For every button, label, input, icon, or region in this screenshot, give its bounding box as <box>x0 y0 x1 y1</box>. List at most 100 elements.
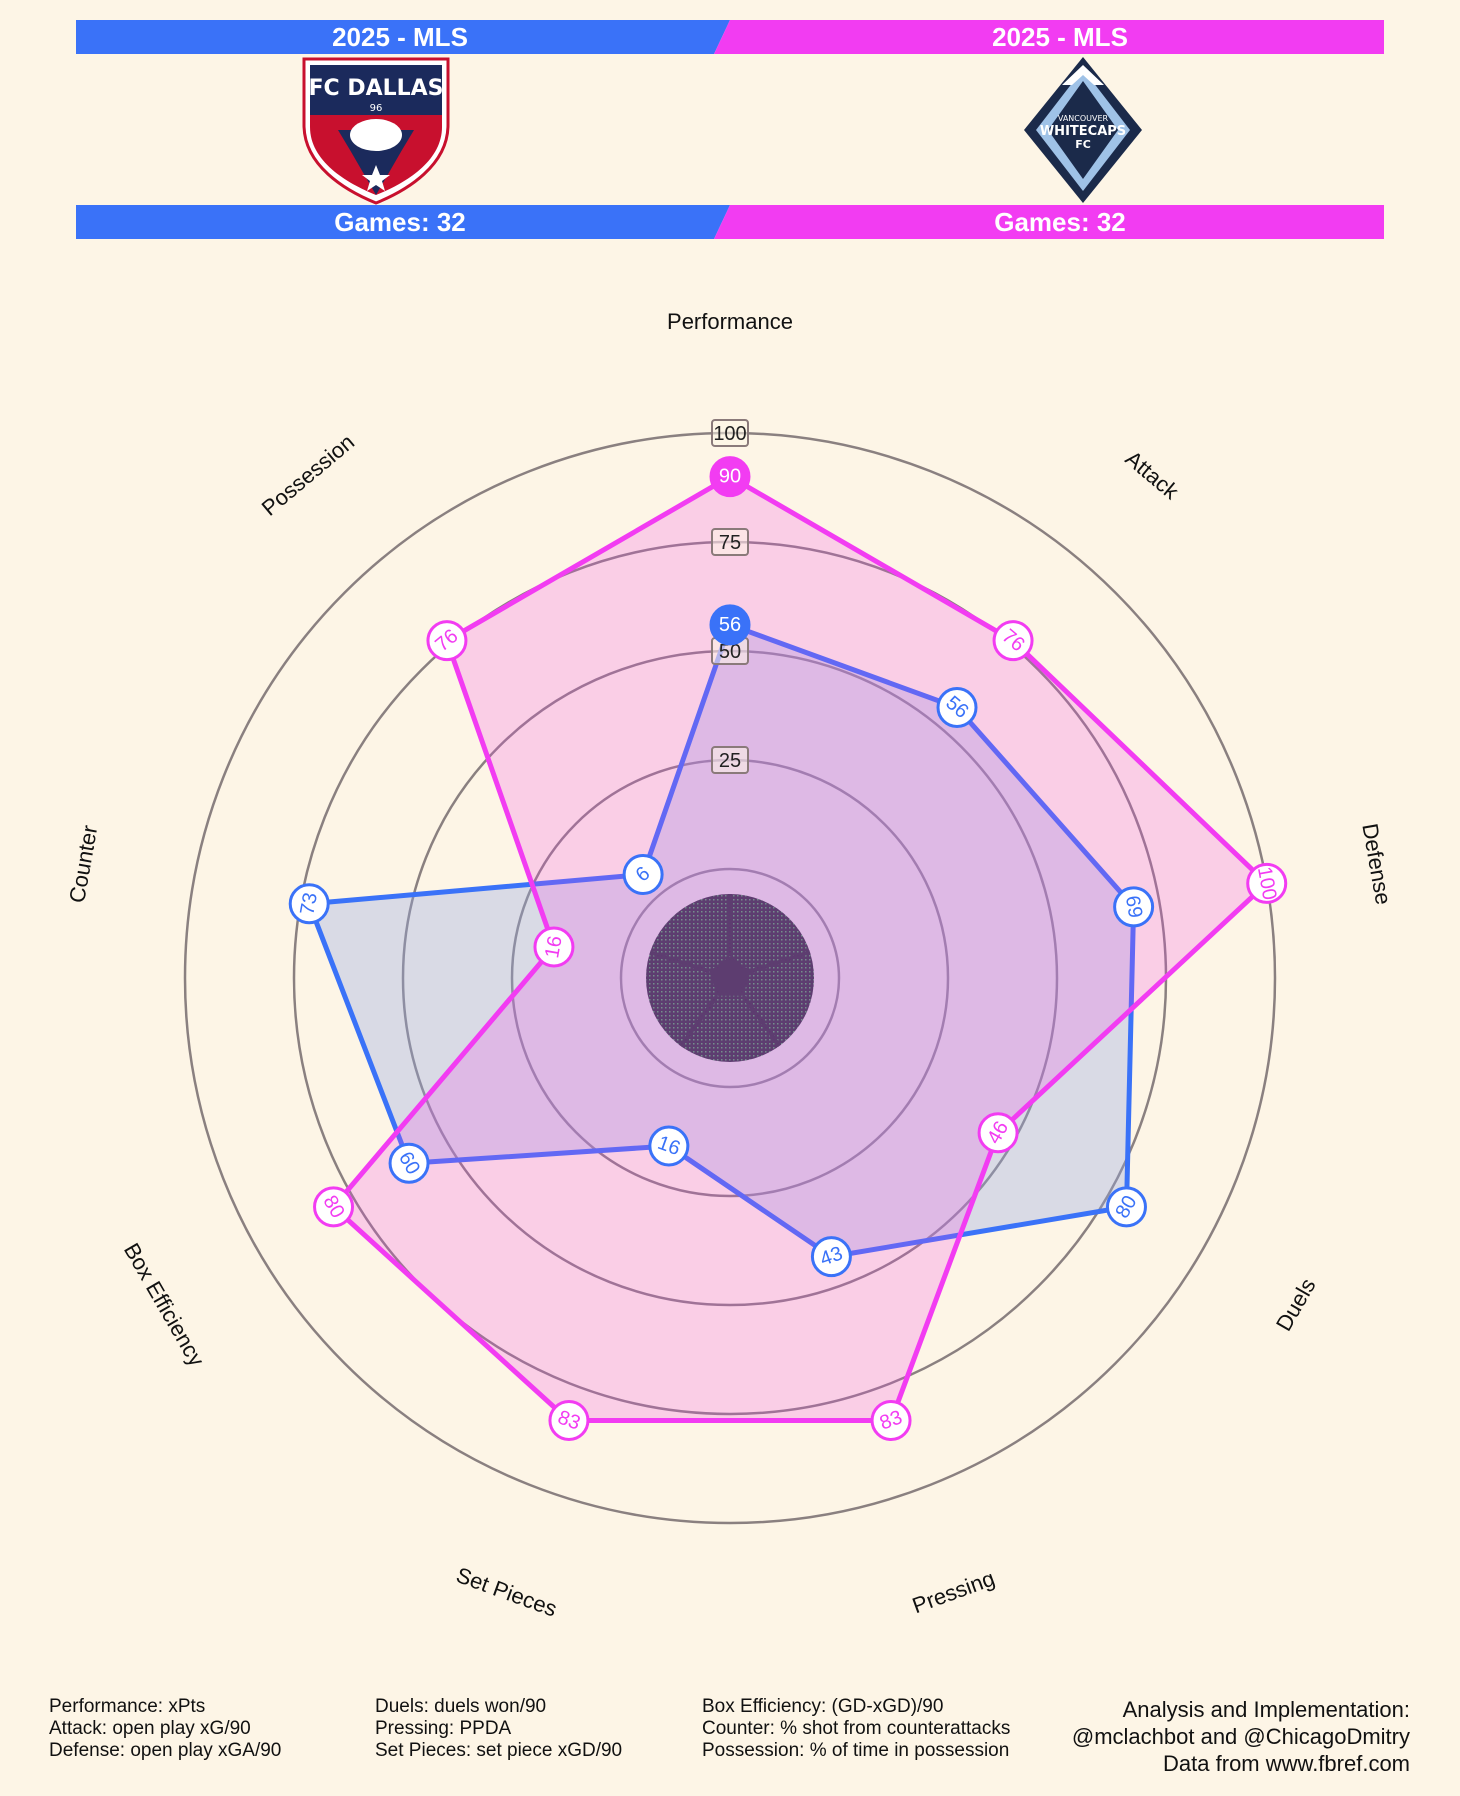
footer-text: Possession: % of time in possession <box>702 1740 1010 1761</box>
radar-point: 76 <box>426 620 468 662</box>
radar-point-marker <box>288 883 330 925</box>
banner-right-fill <box>714 20 1384 54</box>
ring-label: 50 <box>711 637 749 665</box>
ring-label-box <box>711 746 749 774</box>
radar-point: 16 <box>533 926 575 968</box>
radar-point-marker <box>426 620 468 662</box>
radar-point-marker <box>977 1112 1019 1154</box>
radar-point: 43 <box>810 1236 852 1278</box>
right-games-label: Games: 32 <box>994 207 1126 237</box>
radar-point: 46 <box>977 1112 1019 1154</box>
radar-point: 90 <box>709 456 751 498</box>
radar-markers: 56 56 69 80 43 16 60 73 6 90 76 100 46 83 83 80 16 76 <box>288 456 1288 1441</box>
left-games-label: Games: 32 <box>334 207 466 237</box>
footer-col-1: Performance: xPts Attack: open play xG/9… <box>49 1696 281 1762</box>
radar-point: 56 <box>936 686 978 728</box>
radar-point: 83 <box>870 1399 912 1441</box>
games-banner-left-fill <box>76 205 730 239</box>
radar-point: 16 <box>648 1125 690 1167</box>
axis-label: Set Pieces <box>453 1562 560 1621</box>
radar-point: 6 <box>622 853 664 895</box>
radar-point-label: 16 <box>541 934 567 960</box>
soccer-ball-icon <box>646 893 814 1062</box>
season-banner: 2025 - MLS 2025 - MLS <box>76 20 1384 54</box>
credits-line: Data from www.fbref.com <box>1163 1751 1410 1776</box>
axis-label: Counter <box>64 823 102 904</box>
soccer-ball-seam <box>741 994 782 1048</box>
footer-text: Counter: % shot from counterattacks <box>702 1718 1011 1739</box>
banner-left-fill <box>76 20 730 54</box>
radar-point: 100 <box>1246 862 1288 904</box>
radar-point: 56 <box>709 604 751 646</box>
radar-ring <box>619 867 841 1089</box>
radar-point-marker <box>533 926 575 968</box>
radar-point: 73 <box>288 883 330 925</box>
left-season-label: 2025 - MLS <box>332 22 468 52</box>
radar-point-marker <box>622 853 664 895</box>
fc-dallas-logo-text: FC DALLAS <box>308 76 443 101</box>
radar-point-marker <box>810 1236 852 1278</box>
soccer-ball-seam <box>679 994 719 1048</box>
soccer-ball-seam <box>750 950 811 974</box>
whitecaps-logo: VANCOUVER WHITECAPS FC <box>1024 57 1142 203</box>
ring-label-text: 50 <box>719 641 741 663</box>
whitecaps-logo-text-1: VANCOUVER <box>1058 114 1109 123</box>
credits: Analysis and Implementation: @mclachbot … <box>1072 1696 1410 1777</box>
footer-text: Box Efficiency: (GD-xGD)/90 <box>702 1696 944 1717</box>
ring-label: 25 <box>711 746 749 774</box>
radar-point-label: 56 <box>719 614 741 636</box>
footer-text: Performance: xPts <box>49 1696 206 1717</box>
axis-label: Duels <box>1271 1274 1321 1335</box>
radar-point: 80 <box>313 1186 355 1228</box>
ring-label: 100 <box>711 419 749 447</box>
right-season-label: 2025 - MLS <box>992 22 1128 52</box>
radar-areas <box>306 474 1270 1423</box>
radar-point: 83 <box>548 1399 590 1441</box>
radar-point-marker <box>709 456 751 498</box>
radar-point-marker <box>709 604 751 646</box>
radar-series-0 <box>306 622 1137 1260</box>
radar-point: 60 <box>388 1142 430 1184</box>
radar-point-marker <box>1113 886 1155 928</box>
footer-text: Defense: open play xGA/90 <box>49 1740 282 1761</box>
radar-point-label: 90 <box>719 466 741 488</box>
fc-dallas-logo: FC DALLAS 96 <box>302 57 450 205</box>
radar-point-label: 69 <box>1121 894 1147 920</box>
games-banner: Games: 32 Games: 32 <box>76 205 1384 239</box>
ring-label: 75 <box>711 528 749 556</box>
radar-point-marker <box>313 1186 355 1228</box>
radar-point-marker <box>992 620 1034 662</box>
ring-label-box <box>711 419 749 447</box>
radar-point: 76 <box>992 620 1034 662</box>
footer-text: Duels: duels won/90 <box>375 1696 547 1717</box>
season-banner-bg <box>76 20 1384 54</box>
radar-ring-labels: 25 50 75 100 <box>711 419 749 774</box>
footer-col-2: Duels: duels won/90 Pressing: PPDA Set P… <box>375 1696 622 1762</box>
axis-label: Possession <box>257 429 359 520</box>
radar-point-label: 73 <box>296 891 322 917</box>
radar-point-marker <box>388 1142 430 1184</box>
radar-series-1 <box>331 474 1270 1423</box>
axis-label: Box Efficiency <box>119 1239 210 1371</box>
credits-line: @mclachbot and @ChicagoDmitry <box>1071 1724 1410 1749</box>
radar-point-marker <box>936 686 978 728</box>
radar-point-marker <box>1105 1186 1147 1228</box>
whitecaps-logo-text-2: WHITECAPS <box>1040 124 1126 139</box>
axis-label: Defense <box>1357 822 1396 907</box>
ring-label-box <box>711 528 749 556</box>
games-banner-bg <box>76 205 1384 239</box>
footer-col-3: Box Efficiency: (GD-xGD)/90 Counter: % s… <box>702 1696 1010 1762</box>
axis-label: Performance <box>667 309 793 334</box>
whitecaps-logo-text-3: FC <box>1075 138 1091 151</box>
radar-chart: 25 50 75 100 Performance Attack Defense Duels P… <box>64 309 1396 1622</box>
radar-point-marker <box>1246 862 1288 904</box>
axis-label: Pressing <box>909 1566 998 1619</box>
soccer-ball-patch <box>709 956 751 996</box>
footer-text: Set Pieces: set piece xGD/90 <box>375 1740 623 1761</box>
ring-label-text: 75 <box>719 532 741 554</box>
fc-dallas-logo-sub: 96 <box>370 103 383 114</box>
games-banner-right-fill <box>714 205 1384 239</box>
ring-label-text: 100 <box>713 423 746 445</box>
radar-point: 80 <box>1105 1186 1147 1228</box>
radar-point-marker <box>870 1399 912 1441</box>
